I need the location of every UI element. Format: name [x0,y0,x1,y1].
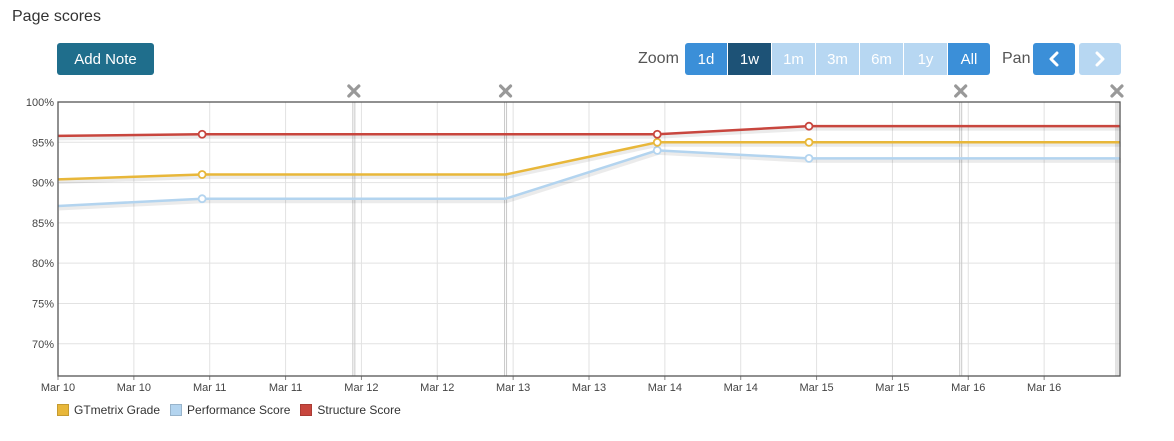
x-tick-label: Mar 14 [648,382,682,394]
pan-next-button[interactable] [1079,43,1121,75]
x-tick-label: Mar 16 [1027,382,1061,394]
series-line-shadow [58,149,1121,211]
x-tick-label: Mar 13 [572,382,606,394]
x-tick-label: Mar 11 [193,382,226,394]
y-tick-label: 85% [32,218,54,230]
note-remove-icon[interactable] [1110,84,1124,98]
legend-swatch [300,404,313,416]
zoom-button-1y: 1y [904,43,947,75]
data-point [652,145,662,155]
zoom-button-1m: 1m [772,43,815,75]
note-remove-icon[interactable] [498,84,513,98]
series-line [57,149,1120,208]
zoom-button-3m: 3m [816,43,859,75]
x-tick-label: Mar 12 [420,382,454,394]
legend-item[interactable]: Structure Score [300,403,401,417]
zoom-button-group: 1d 1w 1m 3m 6m 1y All [685,43,991,75]
data-point [197,129,207,139]
data-point [652,129,662,139]
y-tick-label: 70% [32,339,54,351]
x-tick-label: Mar 10 [117,382,151,394]
series-line [57,141,1120,181]
data-point [804,121,814,131]
y-tick-label: 90% [32,178,54,190]
x-tick-label: Mar 15 [799,382,833,394]
y-tick-label: 100% [26,97,54,109]
x-tick-label: Mar 12 [344,382,378,394]
zoom-button-6m: 6m [860,43,903,75]
zoom-button-1d[interactable]: 1d [685,43,727,75]
chevron-left-icon [1049,51,1059,67]
data-point [804,137,814,147]
x-tick-label: Mar 13 [496,382,530,394]
note-remove-icon[interactable] [954,84,968,98]
legend-item[interactable]: GTmetrix Grade [57,403,160,417]
legend-label: Performance Score [187,403,291,417]
legend-item[interactable]: Performance Score [170,403,290,417]
chart-legend: GTmetrix Grade Performance Score Structure… [57,403,411,417]
zoom-label: Zoom [638,50,679,67]
legend-label: GTmetrix Grade [74,403,161,417]
page-scores-chart: 70% 75% 80% 85% 90% 95% 100% Mar 10 Mar 10 Mar 11… [26,84,1124,394]
x-tick-label: Mar 16 [951,382,985,394]
plot-border [57,101,1121,377]
y-tick-label: 95% [32,137,54,149]
legend-swatch [170,404,183,416]
page-title: Page scores [12,8,101,25]
chevron-right-icon [1095,51,1105,67]
data-point [197,170,207,179]
y-tick-label: 80% [32,258,54,270]
legend-label: Structure Score [317,403,401,417]
pan-label: Pan [1002,50,1031,67]
data-point [197,194,207,204]
zoom-button-all[interactable]: All [948,43,990,75]
pan-previous-button[interactable] [1033,43,1075,75]
series-line-shadow [58,141,1121,184]
x-tick-label: Mar 14 [724,382,758,394]
x-tick-label: Mar 11 [269,382,302,394]
zoom-button-1w[interactable]: 1w [728,43,771,75]
y-tick-label: 75% [32,298,54,310]
data-point [652,137,662,147]
note-remove-icon[interactable] [347,84,361,98]
legend-swatch [57,404,69,416]
x-tick-label: Mar 10 [41,382,75,394]
x-tick-label: Mar 15 [875,382,909,394]
add-note-button[interactable]: Add Note [57,43,154,75]
data-point [804,154,814,163]
